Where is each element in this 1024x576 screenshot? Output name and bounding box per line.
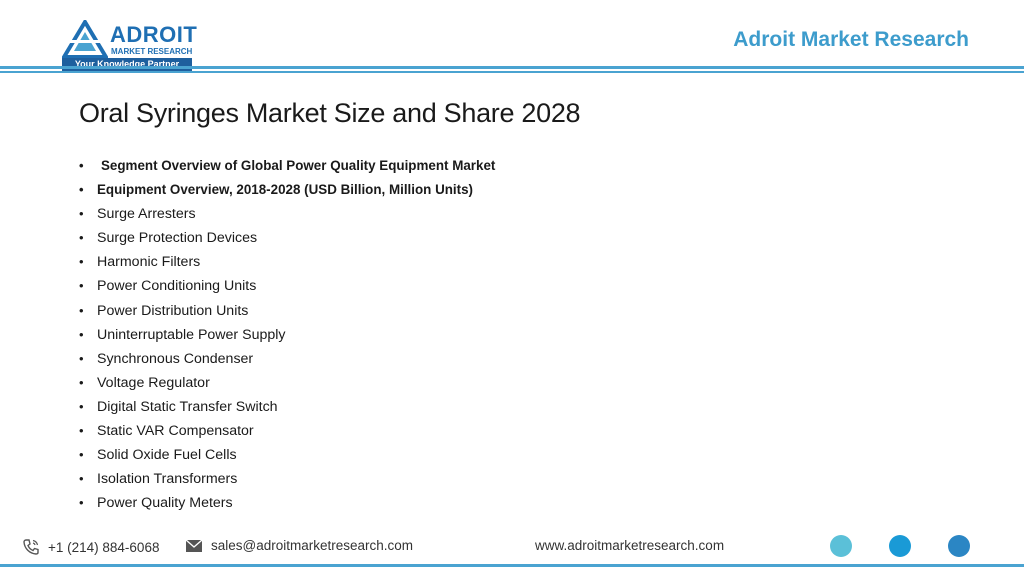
bullet-item: Equipment Overview, 2018-2028 (USD Billi… xyxy=(79,179,495,203)
bullet-item: Surge Protection Devices xyxy=(79,227,495,251)
footer-email: sales@adroitmarketresearch.com xyxy=(185,538,413,553)
bullet-item: Uninterruptable Power Supply xyxy=(79,324,495,348)
decorative-dot-3 xyxy=(948,535,970,557)
bullet-item: Digital Static Transfer Switch xyxy=(79,396,495,420)
phone-icon xyxy=(22,538,40,556)
company-logo: ADROIT MARKET RESEARCH Your Knowledge Pa… xyxy=(62,20,198,74)
decorative-dot-2 xyxy=(889,535,911,557)
bullet-list: Segment Overview of Global Power Quality… xyxy=(79,155,495,516)
header-divider-bottom xyxy=(0,71,1024,73)
bullet-item: Static VAR Compensator xyxy=(79,420,495,444)
website-link[interactable]: www.adroitmarketresearch.com xyxy=(535,538,725,553)
logo-subtitle: MARKET RESEARCH xyxy=(111,47,193,56)
bullet-item: Synchronous Condenser xyxy=(79,348,495,372)
bullet-item: Surge Arresters xyxy=(79,203,495,227)
header-divider-top xyxy=(0,66,1024,69)
bullet-item: Solid Oxide Fuel Cells xyxy=(79,444,495,468)
footer-divider xyxy=(0,564,1024,567)
slide-title: Oral Syringes Market Size and Share 2028 xyxy=(79,98,581,128)
bullet-item: Power Distribution Units xyxy=(79,300,495,324)
brand-title: Adroit Market Research xyxy=(733,28,969,51)
bullet-item: Segment Overview of Global Power Quality… xyxy=(79,155,495,179)
bullet-item: Harmonic Filters xyxy=(79,251,495,275)
footer-website: www.adroitmarketresearch.com xyxy=(535,538,724,553)
bullet-item: Voltage Regulator xyxy=(79,372,495,396)
bullet-item: Power Conditioning Units xyxy=(79,275,495,299)
email-link[interactable]: sales@adroitmarketresearch.com xyxy=(211,538,414,553)
bullet-item: Power Quality Meters xyxy=(79,492,495,516)
footer-phone: +1 (214) 884-6068 xyxy=(22,538,159,556)
logo-tagline: Your Knowledge Partner xyxy=(62,58,192,71)
phone-number[interactable]: +1 (214) 884-6068 xyxy=(48,539,160,555)
decorative-dot-1 xyxy=(830,535,852,557)
mail-icon xyxy=(185,538,203,553)
logo-mark-icon xyxy=(62,20,108,58)
bullet-item: Isolation Transformers xyxy=(79,468,495,492)
logo-name: ADROIT xyxy=(110,22,198,47)
